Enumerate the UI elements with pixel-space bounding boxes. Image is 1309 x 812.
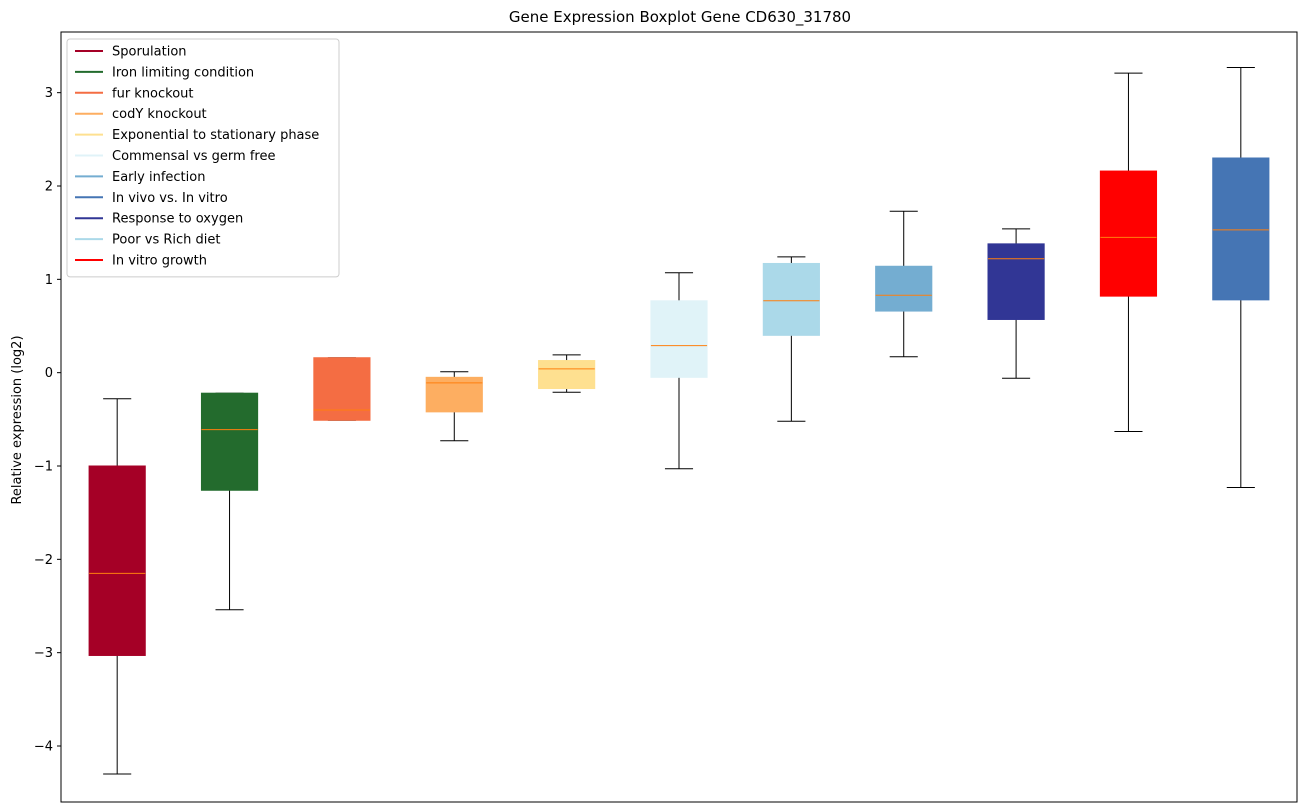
box-iqr <box>762 262 820 336</box>
legend-label: Early infection <box>112 170 205 185</box>
box-iqr <box>1099 170 1158 297</box>
legend-entry: Early infection <box>75 170 205 185</box>
box-iqr <box>650 300 708 378</box>
box-response-to-oxygen <box>987 228 1045 379</box>
legend-entry: Iron limiting condition <box>75 65 254 80</box>
box-iqr <box>88 465 146 656</box>
legend-frame <box>66 38 340 278</box>
chart-title: Gene Expression Boxplot Gene CD630_31780 <box>509 8 851 27</box>
box-in-vitro-growth <box>1099 72 1158 432</box>
box-fur-knockout <box>313 357 371 421</box>
legend-label: Iron limiting condition <box>112 65 254 80</box>
legend-entry: In vivo vs. In vitro <box>75 191 228 206</box>
box-commensal-vs-germ-free <box>650 272 708 470</box>
legend-label: Sporulation <box>112 45 187 60</box>
legend-entry: Poor vs Rich diet <box>75 233 220 248</box>
y-tick-label: −4 <box>34 740 53 755</box>
legend-entry: fur knockout <box>75 86 194 101</box>
legend-label: Exponential to stationary phase <box>112 128 319 143</box>
box-iron-limiting-condition <box>200 392 259 611</box>
box-iqr <box>538 360 596 390</box>
box-iqr <box>200 392 259 491</box>
axes-frame <box>60 31 1298 803</box>
legend-entry: In vitro growth <box>75 254 207 269</box>
legend-label: codY knockout <box>112 107 207 122</box>
legend-label: Commensal vs germ free <box>112 149 275 164</box>
box-iqr <box>875 265 933 312</box>
y-tick-label: −2 <box>34 553 53 568</box>
box-sporulation <box>88 398 146 775</box>
legend-entry: Sporulation <box>75 45 187 60</box>
y-axis-label: Relative expression (log2) <box>10 335 25 504</box>
legend-label: fur knockout <box>112 86 194 101</box>
box-iqr <box>987 243 1045 320</box>
legend-entry: Response to oxygen <box>75 212 243 227</box>
box-in-vivo-vs-in-vitro <box>1212 66 1270 488</box>
legend-label: In vitro growth <box>112 254 207 269</box>
y-tick-label: −3 <box>34 646 53 661</box>
y-tick-label: −1 <box>34 460 53 475</box>
box-exponential-to-stationary-phase <box>538 354 596 393</box>
y-tick-label: 0 <box>45 366 53 381</box>
legend-entry: codY knockout <box>75 107 207 122</box>
y-tick-label: 2 <box>45 180 53 195</box>
legend-label: Poor vs Rich diet <box>112 233 220 248</box>
plot-area: −4 −3 −2 −1 0 1 2 3 <box>34 31 1298 803</box>
legend-entry: Commensal vs germ free <box>75 149 275 164</box>
box-iqr <box>1212 157 1270 301</box>
y-tick-label: 3 <box>45 86 53 101</box>
legend: Sporulation Iron limiting condition fur kn… <box>66 38 340 278</box>
box-early-infection <box>875 210 933 358</box>
box-poor-vs-rich-diet <box>762 256 820 422</box>
legend-label: Response to oxygen <box>112 212 243 227</box>
legend-entry: Exponential to stationary phase <box>75 128 319 143</box>
y-tick-label: 1 <box>45 273 53 288</box>
legend-label: In vivo vs. In vitro <box>112 191 228 206</box>
box-cody-knockout <box>425 371 483 442</box>
box-iqr <box>313 357 371 421</box>
